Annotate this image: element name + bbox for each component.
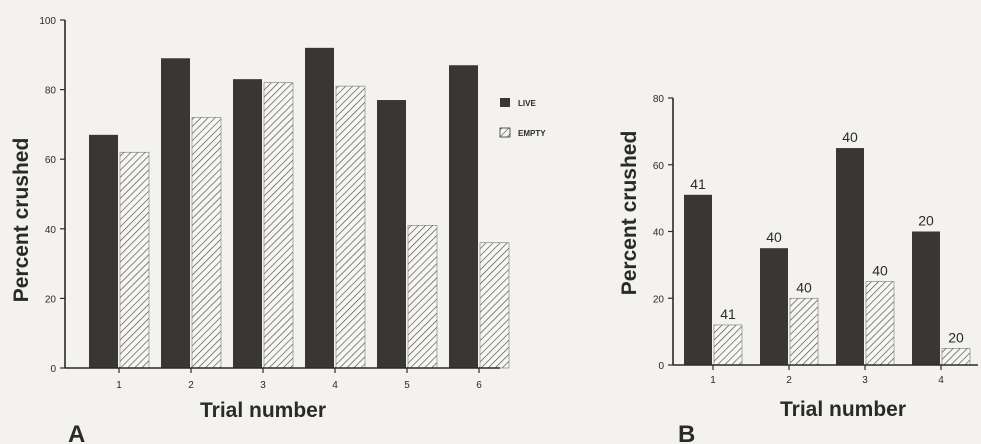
a-x-tick-label: 3	[260, 380, 266, 391]
chart-b-ylabel: Percent crushed	[618, 131, 641, 296]
b-y-tick-label: 60	[653, 161, 665, 172]
b-bar-label: 20	[948, 329, 964, 345]
chart-b-bar-labels: 41 41 40 40 40 40 20 20	[690, 129, 964, 345]
b-bar-live	[836, 148, 864, 365]
chart-b: 41 41 40 40 40 40 20 20 0 20 40 60 80 1 2 3 4 Percent …	[618, 94, 978, 444]
chart-a-bars	[89, 47, 510, 369]
legend-live-swatch	[500, 98, 510, 107]
chart-b-xlabel: Trial number	[780, 398, 906, 421]
chart-a-x-ticks: 1 2 3 4 5 6	[116, 368, 482, 391]
b-y-tick-label: 20	[653, 294, 665, 305]
chart-b-y-ticks: 0 20 40 60 80	[653, 94, 673, 372]
chart-b-bars	[684, 148, 971, 366]
chart-a-ylabel: Percent crushed	[10, 138, 33, 303]
b-bar-live	[760, 248, 788, 365]
a-bar-empty	[335, 85, 366, 369]
a-y-tick-label: 100	[39, 16, 56, 27]
b-x-tick-label: 1	[710, 375, 716, 386]
a-bar-live	[89, 134, 118, 368]
b-y-tick-label: 80	[653, 94, 665, 105]
legend-empty-label: EMPTY	[518, 129, 546, 138]
b-bar-empty	[941, 348, 971, 366]
a-bar-empty	[479, 242, 510, 369]
b-bar-label: 41	[720, 306, 736, 322]
a-bar-live	[233, 79, 262, 368]
chart-a-axes	[64, 20, 500, 369]
b-y-tick-label: 0	[658, 361, 664, 372]
a-bar-live	[161, 58, 190, 368]
b-x-tick-label: 2	[786, 375, 792, 386]
a-bar-live	[377, 100, 406, 368]
b-bar-label: 20	[918, 213, 934, 229]
a-x-tick-label: 4	[332, 380, 338, 391]
b-bar-empty	[865, 281, 895, 366]
a-y-tick-label: 40	[45, 225, 57, 236]
legend: LIVE EMPTY	[499, 98, 546, 138]
a-x-tick-label: 2	[188, 380, 194, 391]
chart-a: 0 20 40 60 80 100 1 2 3 4 5 6 Percent crushed Tria…	[10, 16, 546, 444]
b-bar-empty	[713, 324, 743, 366]
a-x-tick-label: 6	[476, 380, 482, 391]
chart-a-y-ticks: 0 20 40 60 80 100	[39, 16, 65, 375]
b-bar-label: 40	[796, 279, 812, 295]
b-y-tick-label: 40	[653, 228, 665, 239]
a-y-tick-label: 60	[45, 155, 57, 166]
chart-b-panel-label: B	[678, 421, 695, 444]
a-bar-live	[305, 47, 334, 369]
b-bar-label: 40	[872, 263, 888, 279]
a-x-tick-label: 1	[116, 380, 122, 391]
a-bar-empty	[407, 225, 438, 369]
b-bar-label: 40	[766, 229, 782, 245]
chart-a-xlabel: Trial number	[200, 399, 326, 422]
chart-b-x-ticks: 1 2 3 4	[710, 365, 944, 386]
a-bar-empty	[119, 151, 150, 369]
a-bar-empty	[191, 117, 222, 369]
b-x-tick-label: 4	[938, 375, 944, 386]
b-bar-label: 40	[842, 129, 858, 145]
legend-live-label: LIVE	[518, 99, 536, 108]
b-bar-live	[684, 194, 712, 365]
a-y-tick-label: 0	[50, 364, 56, 375]
a-x-tick-label: 5	[404, 380, 410, 391]
a-y-tick-label: 80	[45, 86, 57, 97]
a-bar-live	[449, 65, 478, 369]
a-bar-empty	[263, 82, 294, 369]
a-y-tick-label: 20	[45, 294, 57, 305]
legend-empty-swatch	[499, 127, 511, 138]
b-x-tick-label: 3	[862, 375, 868, 386]
b-bar-empty	[789, 297, 819, 366]
b-bar-live	[912, 231, 940, 365]
b-bar-label: 41	[690, 176, 706, 192]
chart-a-panel-label: A	[68, 421, 85, 444]
